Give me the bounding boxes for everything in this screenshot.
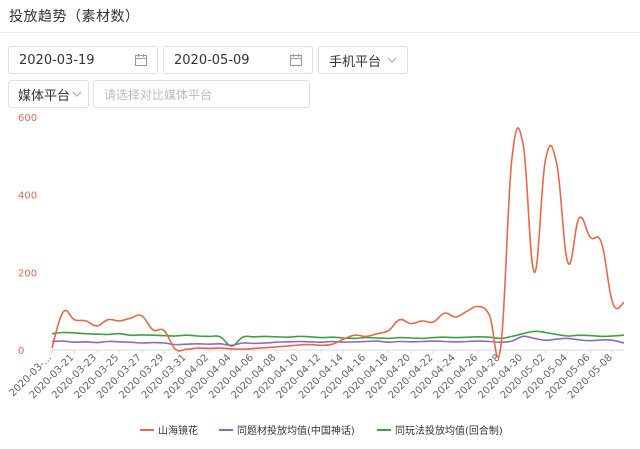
x-tick-label: 2020-04-04	[185, 352, 234, 401]
start-date-picker[interactable]: 2020-03-19	[8, 46, 158, 74]
y-tick-label: 400	[18, 191, 37, 202]
x-tick-label: 2020-04-10	[252, 352, 301, 401]
x-tick-label: 2020-03-31	[140, 352, 189, 401]
x-tick-label: 2020-03-25	[73, 352, 122, 401]
calendar-icon	[290, 54, 302, 66]
x-tick-label: 2020-04-06	[207, 352, 256, 401]
page-title: 投放趋势（素材数）	[9, 9, 140, 25]
series-line	[51, 335, 625, 347]
x-tick-label: 2020-04-26	[431, 352, 480, 401]
platform-select-value: 手机平台	[329, 54, 382, 70]
x-tick-label: 2020-05-02	[499, 352, 548, 401]
title-divider	[0, 32, 640, 33]
compare-media-select[interactable]: 请选择对比媒体平台	[93, 80, 310, 108]
x-tick-label: 2020-04-24	[409, 352, 458, 401]
x-tick-label: 2020-04-12	[274, 352, 323, 401]
x-tick-label: 2020-03-27	[95, 352, 144, 401]
x-tick-label: 2020-04-02	[162, 352, 211, 401]
y-tick-label: 600	[18, 113, 37, 124]
x-tick-label: 2020-05-06	[544, 352, 593, 401]
end-date-picker[interactable]: 2020-05-09	[163, 46, 313, 74]
x-tick-label: 2020-04-08	[230, 352, 279, 401]
media-select-value: 媒体平台	[18, 88, 71, 104]
compare-media-placeholder: 请选择对比媒体平台	[104, 87, 213, 102]
x-tick-label: 2020-04-16	[319, 352, 368, 401]
x-tick-label: 2020-04-14	[297, 352, 346, 401]
calendar-icon	[135, 54, 147, 66]
chevron-down-icon	[387, 57, 397, 63]
x-tick-label: 2020-04-30	[476, 352, 525, 401]
x-tick-label: 2020-05-08	[566, 352, 615, 401]
x-tick-label: 2020-04-28	[454, 352, 503, 401]
y-tick-label: 0	[18, 346, 24, 357]
x-tick-label: 2020-04-22	[387, 352, 436, 401]
end-date-value: 2020-05-09	[174, 52, 250, 68]
legend-label: 同玩法投放均值(回合制)	[395, 424, 503, 437]
y-tick-label: 200	[18, 268, 37, 279]
x-tick-label: 2020-03-21	[28, 352, 77, 401]
x-tick-label: 2020-05-04	[521, 352, 570, 401]
start-date-value: 2020-03-19	[19, 52, 95, 68]
platform-select[interactable]: 手机平台	[318, 46, 408, 74]
series-line	[51, 330, 625, 347]
x-tick-label: 2020-03-29	[117, 352, 166, 401]
chevron-down-icon	[72, 91, 82, 97]
x-tick-label: 2020-03-...	[7, 352, 54, 399]
series-line	[51, 127, 625, 359]
x-tick-label: 2020-03-23	[50, 352, 99, 401]
legend-label: 同题材投放均值(中国神话)	[237, 424, 355, 437]
x-tick-label: 2020-04-18	[342, 352, 391, 401]
x-tick-label: 2020-04-20	[364, 352, 413, 401]
legend-label: 山海镜花	[158, 424, 198, 437]
media-select[interactable]: 媒体平台	[8, 80, 89, 108]
